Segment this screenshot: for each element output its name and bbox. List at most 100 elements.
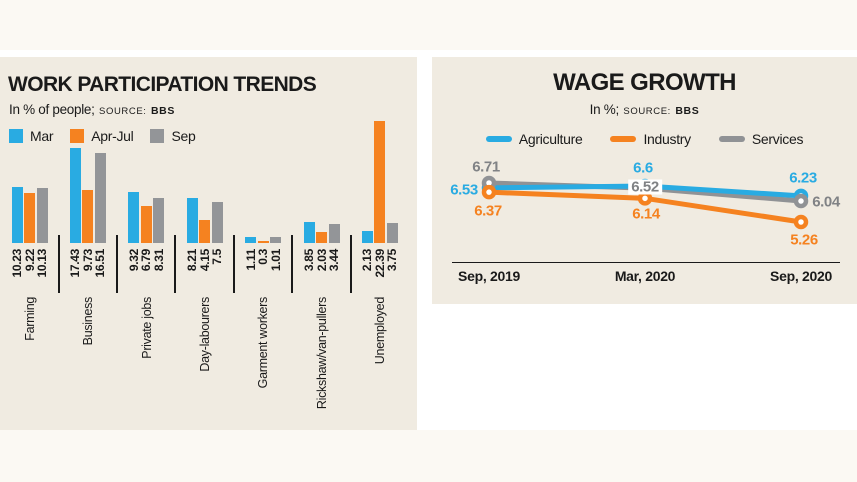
- point-value-label-industry-1: 6.14: [632, 205, 660, 223]
- point-value-label-services-1: 6.52: [628, 179, 662, 195]
- services-label: Services: [751, 131, 804, 147]
- mar-swatch: [9, 129, 23, 143]
- bar-value-label: 10.23: [10, 249, 24, 278]
- left-source-label: SOURCE:: [99, 106, 147, 117]
- left-chart-legend: Mar Apr-Jul Sep: [9, 128, 196, 144]
- category-divider: [291, 235, 294, 293]
- industry-label: Industry: [643, 131, 691, 147]
- industry-swatch: [610, 136, 637, 142]
- bar-sep-1: [94, 153, 106, 243]
- bar-value-label: 9.22: [22, 249, 37, 272]
- bar-value-label: 6.79: [139, 249, 154, 272]
- point-value-label-industry-2: 5.26: [790, 231, 818, 249]
- legend-item-mar: Mar: [9, 128, 54, 144]
- x-axis-line: [452, 262, 840, 263]
- right-chart-subtitle: In %; SOURCE: BBS: [432, 101, 857, 119]
- bar-apr-jul-0: [24, 192, 35, 243]
- category-divider: [349, 235, 352, 293]
- agriculture-swatch: [485, 136, 512, 142]
- point-dot-services-2: [793, 193, 809, 209]
- bar-sep-0: [36, 187, 48, 243]
- bar-value-label: 2.03: [314, 249, 329, 272]
- legend-item-industry: Industry: [610, 131, 691, 147]
- bar-sep-2: [153, 197, 165, 243]
- point-value-label-industry-0: 6.37: [474, 202, 502, 220]
- left-chart-subtitle: In % of people; SOURCE: BBS: [9, 101, 175, 119]
- sep-swatch: [150, 129, 165, 143]
- bar-value-label: 7.5: [210, 249, 225, 265]
- category-label: Private jobs: [139, 297, 154, 359]
- services-swatch: [718, 136, 745, 142]
- line-chart: 6.53 6.6 6.23 6.37 6.14 5.26 6.71 6.52 6.04 Sep, …: [432, 57, 857, 304]
- apr-jul-label: Apr-Jul: [91, 128, 134, 144]
- bar-value-label: 2.13: [360, 249, 375, 272]
- mar-label: Mar: [30, 128, 54, 144]
- point-value-label-agriculture-2: 6.23: [789, 169, 817, 187]
- bar-value-label: 16.51: [93, 249, 108, 278]
- bar-value-label: 1.01: [268, 249, 283, 272]
- category-label: Farming: [22, 297, 37, 341]
- right-chart-legend: Agriculture Industry Services: [432, 131, 857, 147]
- bar-chart: 10.23 9.22 10.13 Farming 17.43 9.73 16.51 Busin…: [0, 57, 417, 430]
- point-dot-industry-2: [793, 214, 809, 230]
- bar-apr-jul-5: [316, 231, 327, 243]
- legend-item-agriculture: Agriculture: [485, 131, 583, 147]
- bar-apr-jul-6: [374, 120, 386, 243]
- x-axis-label-1: Mar, 2020: [614, 268, 676, 284]
- bar-apr-jul-3: [199, 220, 211, 243]
- bar-value-label: 3.44: [327, 249, 341, 272]
- bar-value-label: 8.21: [185, 249, 200, 272]
- bar-mar-3: [186, 198, 198, 243]
- category-label: Business: [81, 297, 96, 346]
- bar-value-label: 17.43: [68, 249, 83, 278]
- category-divider: [57, 235, 60, 293]
- category-divider: [174, 235, 177, 293]
- bar-mar-6: [361, 231, 373, 243]
- bar-apr-jul-4: [257, 241, 269, 243]
- category-label: Day-labourers: [197, 297, 212, 372]
- right-unit-text: In %;: [589, 102, 620, 117]
- point-value-label-agriculture-0: 6.53: [450, 181, 478, 199]
- point-value-label-services-0: 6.71: [472, 158, 500, 176]
- right-chart-title: WAGE GROWTH: [553, 69, 736, 96]
- point-value-label-services-2: 6.04: [812, 193, 840, 211]
- agriculture-label: Agriculture: [518, 131, 583, 147]
- legend-item-sep: Sep: [150, 128, 196, 144]
- point-value-label-agriculture-1: 6.6: [633, 159, 653, 177]
- bar-value-label: 9.32: [126, 249, 141, 272]
- bar-value-label: 0.3: [256, 249, 271, 265]
- bar-apr-jul-1: [82, 189, 94, 243]
- bar-value-label: 3.85: [302, 249, 316, 272]
- bar-mar-5: [303, 222, 315, 243]
- right-source-label: SOURCE:: [623, 106, 671, 117]
- category-label: Rickshaw/van-pullers: [314, 297, 329, 410]
- sep-label: Sep: [171, 128, 196, 144]
- bar-value-label: 10.13: [35, 249, 49, 278]
- category-label: Unemployed: [373, 297, 388, 365]
- bar-mar-1: [69, 148, 81, 243]
- bar-sep-6: [386, 222, 398, 243]
- apr-jul-swatch: [70, 129, 85, 143]
- wage-growth-panel: WAGE GROWTH In %; SOURCE: BBS Agricultur…: [432, 57, 857, 304]
- category-label: Garment workers: [256, 297, 271, 389]
- category-divider: [115, 235, 118, 293]
- bar-mar-0: [11, 187, 23, 243]
- bar-mar-2: [128, 192, 140, 243]
- bar-mar-4: [245, 236, 257, 243]
- bar-value-label: 8.31: [151, 249, 166, 272]
- bar-sep-3: [211, 202, 223, 243]
- bar-value-label: 1.11: [243, 249, 258, 271]
- bar-sep-4: [270, 237, 282, 243]
- bar-value-label: 4.15: [197, 249, 212, 272]
- work-participation-panel: WORK PARTICIPATION TRENDS In % of people…: [0, 57, 417, 430]
- bar-sep-5: [328, 224, 340, 243]
- left-unit-text: In % of people;: [9, 102, 95, 117]
- left-chart-title: WORK PARTICIPATION TRENDS: [8, 73, 317, 96]
- left-source-value: BBS: [150, 105, 175, 117]
- right-source-value: BBS: [675, 105, 700, 117]
- bar-value-label: 3.75: [385, 249, 400, 272]
- legend-item-services: Services: [718, 131, 804, 147]
- category-divider: [232, 235, 235, 293]
- bar-apr-jul-2: [140, 205, 152, 243]
